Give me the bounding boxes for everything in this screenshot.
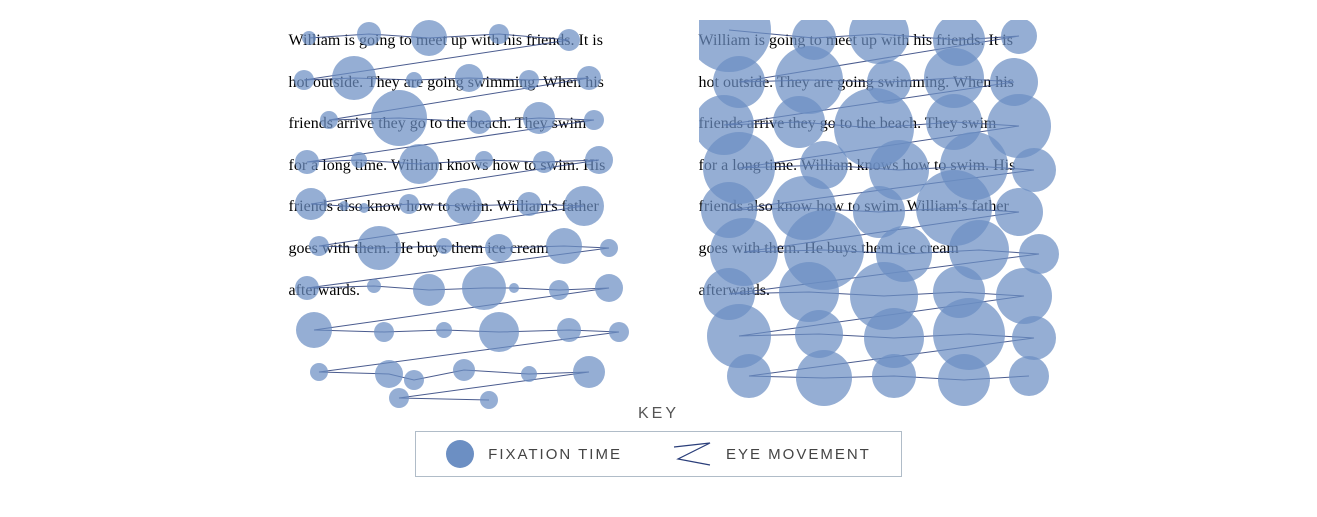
legend-title: KEY (0, 405, 1317, 423)
gaze-plot-panels: William is going to meet up with his fri… (0, 0, 1317, 395)
fixation-circle-icon (446, 440, 474, 468)
zigzag-icon (672, 441, 712, 467)
legend-item-movement: EYE MOVEMENT (672, 441, 871, 467)
panel-right: William is going to meet up with his fri… (699, 20, 1029, 395)
legend-box: FIXATION TIME EYE MOVEMENT (415, 431, 902, 477)
panel-left: William is going to meet up with his fri… (289, 20, 619, 395)
legend-item-fixation: FIXATION TIME (446, 440, 622, 468)
paragraph-text-left: William is going to meet up with his fri… (289, 20, 609, 311)
legend-label-fixation: FIXATION TIME (488, 446, 622, 463)
legend-label-movement: EYE MOVEMENT (726, 446, 871, 463)
paragraph-text-right: William is going to meet up with his fri… (699, 20, 1019, 311)
legend: KEY FIXATION TIME EYE MOVEMENT (0, 405, 1317, 477)
